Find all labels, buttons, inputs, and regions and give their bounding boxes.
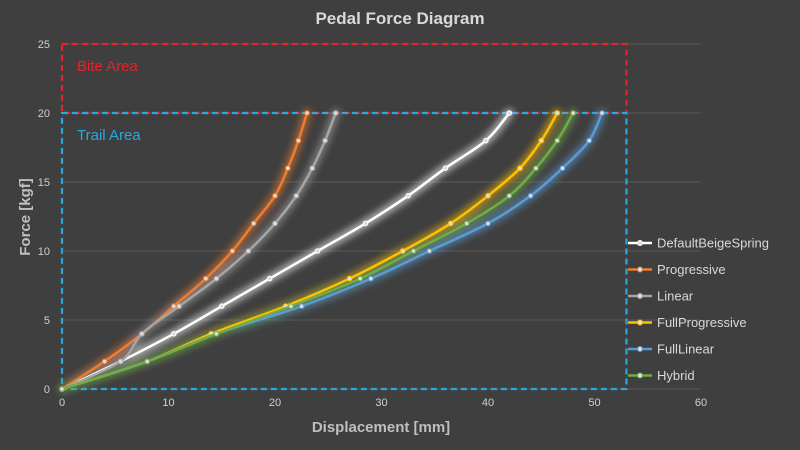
point-hybrid-2	[213, 331, 220, 337]
y-tick-20: 20	[38, 108, 50, 120]
point-full-linear-6	[485, 220, 491, 227]
point-full-progressive-6	[447, 220, 454, 227]
y-tick-5: 5	[44, 315, 50, 327]
legend-item-full-linear: FullLinear	[628, 342, 715, 357]
chart-title: Pedal Force Diagram	[315, 9, 484, 28]
y-tick-10: 10	[38, 246, 50, 258]
point-progressive-5	[229, 248, 236, 254]
point-linear-9	[322, 137, 328, 144]
point-full-progressive-7	[485, 193, 491, 199]
point-full-linear-4	[368, 275, 374, 282]
legend-label-hybrid: Hybrid	[657, 368, 695, 383]
point-default-beige-spring-6	[362, 220, 369, 227]
legend-label-progressive: Progressive	[657, 262, 726, 277]
point-default-beige-spring-7	[405, 193, 411, 199]
point-default-beige-spring-8	[442, 165, 449, 171]
point-full-linear-3	[298, 303, 305, 310]
point-linear-8	[309, 165, 316, 171]
point-full-linear-9	[586, 137, 593, 144]
point-linear-5	[245, 248, 252, 254]
point-full-progressive-9	[538, 137, 545, 144]
series-linear	[59, 110, 339, 392]
point-full-progressive-8	[517, 165, 523, 171]
point-full-progressive-10	[554, 110, 561, 116]
point-hybrid-7	[506, 193, 513, 199]
point-full-progressive-5	[400, 248, 406, 254]
axis-ticks: 0 5 10 15 20 25 0 10 20 30 40 50 60	[38, 39, 707, 409]
legend-item-default-beige-spring: DefaultBeigeSpring	[628, 236, 769, 251]
point-hybrid-9	[554, 137, 561, 144]
point-progressive-9	[295, 137, 302, 144]
point-full-linear-7	[527, 193, 534, 199]
point-default-beige-spring-10	[506, 110, 513, 116]
series-line-hybrid	[60, 111, 575, 391]
x-tick-0: 0	[59, 397, 65, 409]
point-hybrid-6	[463, 220, 470, 227]
point-progressive-8	[285, 165, 291, 171]
legend-marker-linear	[637, 293, 643, 299]
point-default-beige-spring-2	[171, 331, 177, 337]
point-full-linear-5	[426, 248, 433, 254]
bite-area-label: Bite Area	[77, 58, 139, 75]
point-hybrid-3	[288, 303, 294, 310]
point-default-beige-spring-5	[314, 248, 321, 254]
bite-area-box	[60, 42, 628, 115]
point-hybrid-4	[357, 275, 364, 282]
area-regions: Bite Area Trail Area	[60, 42, 628, 391]
point-hybrid-8	[533, 165, 539, 171]
point-linear-4	[213, 275, 220, 282]
legend-item-progressive: Progressive	[628, 262, 726, 277]
legend-marker-progressive	[637, 266, 643, 273]
series-hybrid	[59, 110, 577, 392]
legend-marker-default-beige-spring	[637, 240, 643, 246]
x-tick-10: 10	[162, 397, 174, 409]
legend-label-full-progressive: FullProgressive	[657, 315, 747, 330]
y-tick-15: 15	[38, 177, 50, 189]
point-linear-10	[332, 110, 339, 116]
point-hybrid-0	[59, 386, 65, 392]
point-full-linear-8	[559, 165, 566, 171]
x-tick-30: 30	[375, 397, 387, 409]
legend-label-full-linear: FullLinear	[657, 342, 715, 357]
y-tick-25: 25	[38, 39, 50, 51]
point-hybrid-5	[410, 248, 417, 254]
point-progressive-7	[272, 193, 278, 199]
point-linear-2	[139, 331, 145, 337]
point-full-progressive-4	[346, 275, 353, 282]
legend-label-default-beige-spring: DefaultBeigeSpring	[657, 236, 769, 251]
point-progressive-10	[304, 110, 310, 116]
point-linear-1	[117, 358, 124, 365]
point-linear-6	[272, 220, 278, 227]
y-axis-title: Force [kgf]	[17, 178, 34, 256]
point-default-beige-spring-4	[266, 275, 273, 282]
legend-label-linear: Linear	[657, 289, 694, 304]
point-default-beige-spring-9	[483, 137, 489, 144]
legend-item-full-progressive: FullProgressive	[628, 315, 747, 330]
x-tick-50: 50	[588, 397, 600, 409]
y-tick-0: 0	[44, 384, 50, 396]
point-full-linear-10	[599, 110, 605, 116]
legend-marker-full-progressive	[637, 319, 643, 326]
point-hybrid-10	[570, 110, 577, 116]
x-tick-60: 60	[695, 397, 707, 409]
point-progressive-1	[101, 358, 108, 365]
x-tick-20: 20	[269, 397, 281, 409]
x-axis-title: Displacement [mm]	[312, 419, 450, 436]
x-tick-40: 40	[482, 397, 494, 409]
trail-area-label: Trail Area	[77, 127, 141, 144]
trail-area-box	[60, 111, 628, 391]
point-progressive-6	[250, 220, 257, 227]
legend-item-hybrid: Hybrid	[628, 368, 695, 383]
legend: DefaultBeigeSpring Progressive Linear FullP…	[628, 236, 769, 383]
point-progressive-4	[203, 275, 209, 282]
point-linear-7	[293, 193, 300, 199]
point-default-beige-spring-3	[219, 303, 225, 310]
legend-marker-full-linear	[637, 346, 643, 352]
point-hybrid-1	[144, 358, 150, 365]
point-linear-3	[176, 303, 182, 310]
legend-item-linear: Linear	[628, 289, 694, 304]
legend-marker-hybrid	[637, 372, 643, 379]
series-lines	[59, 110, 605, 392]
